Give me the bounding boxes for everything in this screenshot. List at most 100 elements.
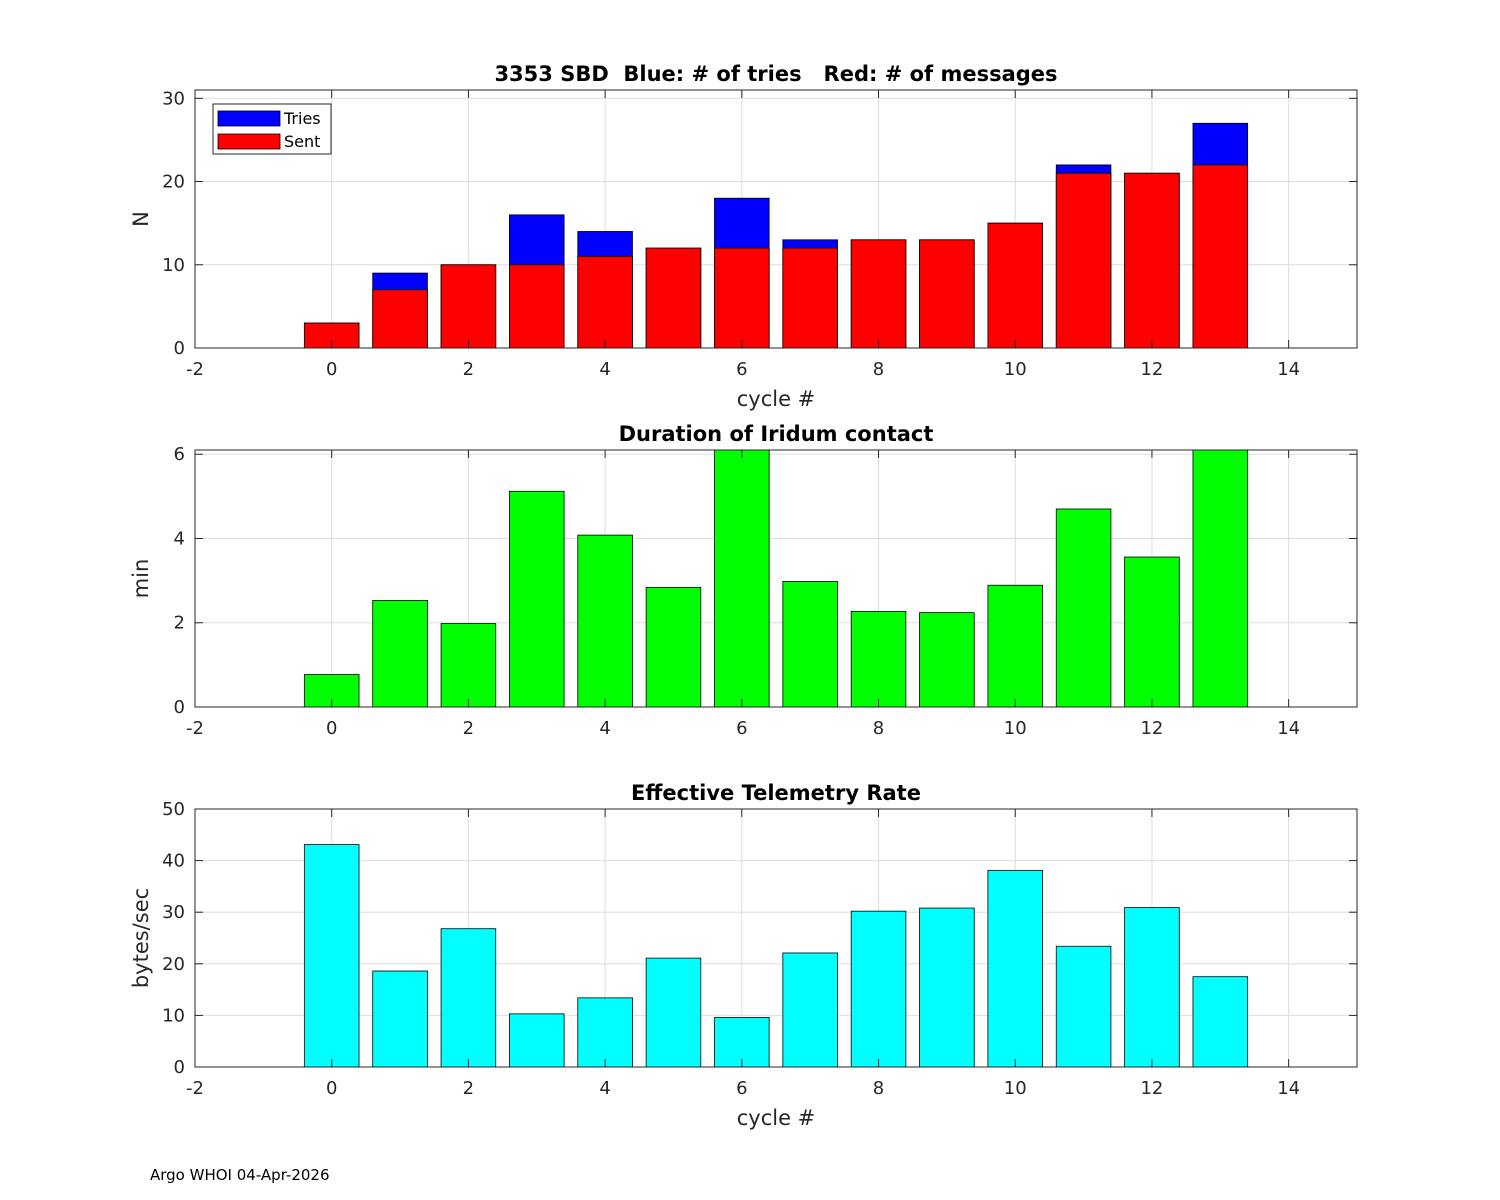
bar-sent	[782, 247, 838, 349]
x-tick-label: 14	[1277, 359, 1300, 380]
x-tick-label: 2	[463, 1078, 474, 1099]
axes-box	[194, 89, 1358, 349]
x-tick-label: 12	[1140, 718, 1163, 739]
bar-sent	[919, 239, 975, 349]
bar-sent	[645, 247, 702, 349]
bar-duration	[919, 612, 975, 708]
bar-rate	[1192, 976, 1249, 1068]
x-tick-label: 4	[599, 1078, 610, 1099]
bar-sent	[577, 256, 633, 349]
y-tick-label: 0	[174, 697, 185, 718]
bar-duration	[1124, 556, 1180, 708]
x-tick-label: 12	[1140, 1078, 1163, 1099]
bar-rate	[1055, 945, 1112, 1068]
bar-rate	[919, 907, 975, 1068]
x-tick-label: 8	[873, 359, 884, 380]
bar-rate	[987, 870, 1043, 1068]
bar-sent	[1124, 172, 1180, 349]
bar-sent	[509, 264, 565, 349]
x-tick-label: -2	[186, 1078, 204, 1099]
y-tick-label: 2	[174, 613, 185, 634]
x-tick-label: 6	[736, 1078, 747, 1099]
bar-rate	[645, 957, 702, 1068]
y-tick-label: 6	[174, 444, 185, 465]
x-tick-label: 2	[463, 359, 474, 380]
bar-sent	[1192, 164, 1249, 349]
y-axis-label: bytes/sec	[129, 888, 153, 988]
bar-sent	[372, 289, 428, 349]
y-tick-label: 10	[162, 1005, 185, 1026]
y-tick-label: 20	[162, 172, 185, 193]
legend-label-sent: Sent	[284, 132, 320, 151]
x-tick-label: 0	[326, 359, 337, 380]
y-tick-label: 4	[174, 528, 185, 549]
bar-duration	[850, 610, 907, 708]
x-tick-label: 6	[736, 359, 747, 380]
x-tick-label: 12	[1140, 359, 1163, 380]
bar-sent	[850, 239, 907, 349]
bar-rate	[1124, 907, 1180, 1068]
bar-sent	[1055, 172, 1112, 349]
x-tick-label: 10	[1004, 359, 1027, 380]
bar-rate	[440, 928, 497, 1068]
plot-area	[195, 450, 1357, 707]
axes-box	[194, 449, 1358, 708]
bar-sent	[440, 264, 497, 349]
chart-title: Duration of Iridum contact	[619, 422, 934, 446]
y-tick-label: 0	[174, 338, 185, 359]
x-tick-label: -2	[186, 359, 204, 380]
y-axis-label: min	[129, 559, 153, 599]
x-tick-label: 14	[1277, 718, 1300, 739]
bar-rate	[509, 1013, 565, 1068]
y-tick-label: 30	[162, 902, 185, 923]
axes-box	[194, 808, 1358, 1068]
y-tick-label: 50	[162, 799, 185, 820]
legend-label-tries: Tries	[283, 109, 321, 128]
x-tick-label: 2	[463, 718, 474, 739]
bar-rate	[850, 910, 907, 1068]
bar-duration	[645, 586, 702, 708]
bar-duration	[1055, 508, 1112, 708]
x-tick-label: 8	[873, 1078, 884, 1099]
bar-rate	[577, 997, 633, 1068]
bar-duration	[509, 490, 565, 708]
y-axis-label: N	[129, 211, 153, 227]
y-tick-label: 30	[162, 88, 185, 109]
x-tick-label: 4	[599, 359, 610, 380]
x-tick-label: 4	[599, 718, 610, 739]
bar-rate	[782, 952, 838, 1068]
x-tick-label: 10	[1004, 718, 1027, 739]
x-axis-label: cycle #	[737, 1106, 816, 1130]
legend-swatch-sent	[217, 133, 281, 150]
legend-swatch-tries	[217, 110, 281, 127]
bar-duration	[440, 623, 497, 708]
chart-title: 3353 SBD Blue: # of tries Red: # of mess…	[494, 62, 1057, 86]
y-tick-label: 20	[162, 954, 185, 975]
bar-rate	[714, 1017, 770, 1068]
bar-duration	[577, 534, 633, 708]
bar-rate	[303, 844, 360, 1068]
x-tick-label: 6	[736, 718, 747, 739]
footer-credit: Argo WHOI 04-Apr-2026	[150, 1166, 330, 1184]
bar-rate	[372, 970, 428, 1068]
y-tick-label: 0	[174, 1057, 185, 1078]
plot-area	[195, 809, 1357, 1067]
bar-duration	[782, 581, 838, 708]
x-tick-label: 0	[326, 718, 337, 739]
plot-area	[195, 90, 1357, 348]
bar-duration	[372, 600, 428, 708]
chart-title: Effective Telemetry Rate	[631, 781, 921, 805]
x-axis-label: cycle #	[737, 387, 816, 411]
x-tick-label: 14	[1277, 1078, 1300, 1099]
x-tick-label: 0	[326, 1078, 337, 1099]
bar-sent	[987, 222, 1043, 349]
bar-sent	[714, 247, 770, 349]
legend: Tries Sent	[212, 103, 332, 155]
bar-duration	[987, 584, 1043, 708]
x-tick-label: 8	[873, 718, 884, 739]
y-tick-label: 40	[162, 851, 185, 872]
